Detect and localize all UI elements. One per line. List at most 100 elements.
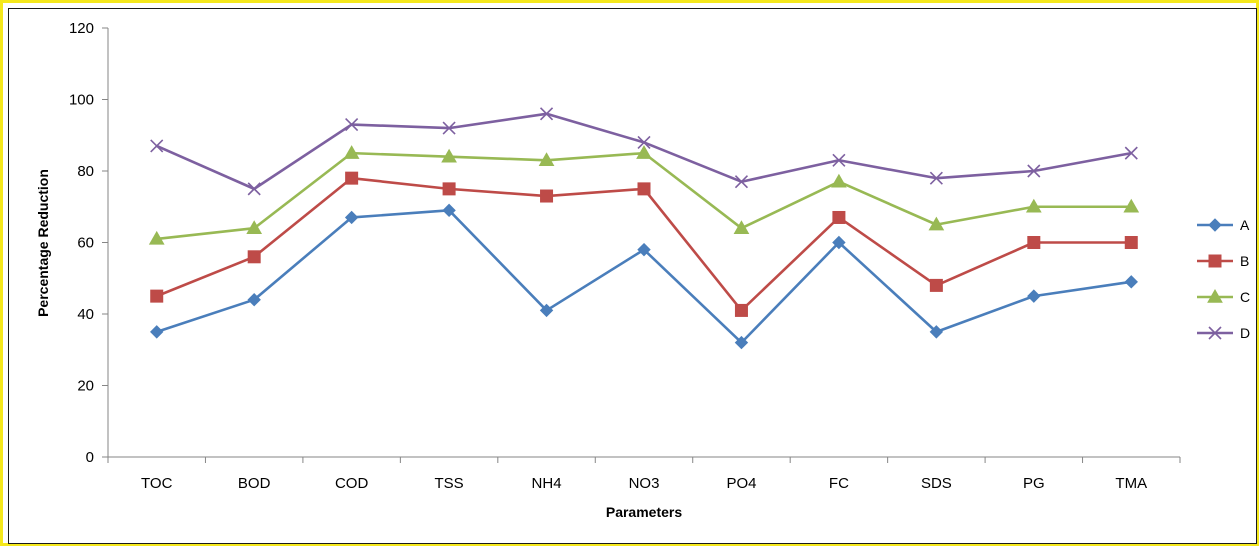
y-tick-label: 40	[77, 306, 94, 323]
series-layer	[148, 107, 1140, 350]
data-point-c	[928, 216, 945, 231]
legend-marker	[1208, 326, 1222, 340]
data-point-d	[247, 182, 261, 196]
x-marker-stroke	[442, 121, 456, 135]
data-point-d	[150, 139, 164, 153]
data-point-b	[637, 182, 651, 196]
data-point-c	[1025, 198, 1042, 213]
axes: 0 20 40 60 80 100 120 TOC BOD COD TSS NH4 NO3 PO4 FC SD…	[69, 20, 1181, 492]
y-tick-label: 80	[77, 163, 94, 180]
data-point-b	[150, 289, 164, 303]
x-marker-stroke	[247, 182, 261, 196]
legend-item-d: D	[1197, 325, 1250, 341]
data-point-a	[1124, 275, 1138, 289]
x-marker-stroke	[832, 153, 846, 167]
data-point-c	[148, 230, 165, 245]
data-point-d	[929, 171, 943, 185]
data-point-c	[246, 220, 263, 234]
x-tick-label: BOD	[238, 475, 271, 492]
data-point-d	[345, 117, 359, 132]
x-tick-label: TSS	[434, 475, 463, 492]
data-point-a	[929, 325, 944, 339]
y-tick-label: 100	[69, 92, 94, 109]
data-point-b	[345, 171, 359, 185]
legend-label: B	[1240, 253, 1249, 269]
x-marker-stroke	[1027, 164, 1041, 178]
x-tick-label: FC	[829, 475, 849, 492]
x-marker-stroke	[1124, 146, 1138, 160]
x-marker-stroke	[637, 135, 651, 149]
data-point-d	[1124, 146, 1138, 160]
data-point-a	[637, 242, 651, 257]
x-tick-label: TOC	[141, 475, 173, 492]
series-d	[150, 107, 1138, 196]
series-line-a	[156, 209, 1132, 344]
data-point-c	[636, 145, 652, 159]
x-marker-stroke	[734, 175, 749, 189]
data-point-b	[442, 182, 456, 196]
legend-label: C	[1240, 289, 1250, 305]
x-marker-stroke	[150, 139, 164, 153]
data-point-b	[832, 210, 846, 224]
legend-marker	[1208, 218, 1222, 232]
x-marker-stroke	[1208, 326, 1222, 340]
y-tick-label: 20	[77, 378, 94, 395]
data-point-b	[540, 189, 554, 203]
series-c	[148, 145, 1140, 245]
data-point-c	[733, 220, 750, 234]
x-axis-title: Parameters	[606, 504, 682, 520]
data-point-a	[1027, 289, 1041, 303]
data-point-d	[734, 175, 749, 189]
data-point-c	[343, 145, 360, 159]
data-point-d	[637, 135, 651, 149]
x-tick-label: PO4	[726, 475, 756, 492]
y-axis-title: Percentage Reduction	[35, 169, 51, 317]
data-point-c	[831, 173, 847, 188]
legend-label: D	[1240, 325, 1250, 341]
legend-item-b: B	[1197, 253, 1249, 269]
x-tick-label: NO3	[629, 475, 660, 492]
data-point-a	[344, 210, 359, 225]
x-marker-stroke	[345, 117, 359, 132]
data-point-d	[442, 121, 456, 135]
legend-item-a: A	[1197, 217, 1250, 233]
x-tick-label: TMA	[1115, 475, 1147, 492]
data-point-d	[539, 107, 554, 121]
data-point-c	[538, 152, 555, 167]
data-point-a	[150, 325, 164, 339]
series-b	[150, 171, 1138, 317]
y-tick-label: 120	[69, 20, 94, 37]
data-point-b	[1027, 236, 1041, 249]
legend-label: A	[1240, 217, 1250, 233]
data-point-d	[1027, 164, 1041, 178]
legend-item-c: C	[1197, 288, 1250, 305]
data-point-a	[734, 335, 749, 350]
series-a	[150, 203, 1138, 350]
data-point-c	[441, 148, 457, 163]
x-tick-label: NH4	[532, 475, 562, 492]
data-point-c	[1123, 198, 1140, 213]
x-tick-label: COD	[335, 475, 369, 492]
legend: A B C D	[1197, 217, 1250, 341]
x-tick-label: PG	[1023, 475, 1045, 492]
data-point-a	[442, 203, 456, 218]
x-marker-stroke	[539, 107, 554, 121]
data-point-a	[832, 235, 846, 250]
data-point-a	[247, 292, 261, 307]
data-point-d	[832, 153, 846, 167]
data-point-b	[929, 278, 943, 292]
legend-marker	[1207, 288, 1223, 303]
y-tick-label: 0	[86, 449, 94, 466]
chart-area-border	[8, 8, 1257, 544]
legend-marker	[1208, 254, 1222, 268]
data-point-a	[539, 303, 554, 318]
data-point-b	[247, 250, 261, 264]
data-point-b	[1124, 236, 1138, 249]
x-marker-stroke	[929, 171, 943, 185]
series-line-c	[156, 151, 1132, 241]
data-point-b	[734, 303, 748, 317]
y-tick-label: 60	[77, 235, 94, 252]
x-tick-label: SDS	[921, 475, 952, 492]
